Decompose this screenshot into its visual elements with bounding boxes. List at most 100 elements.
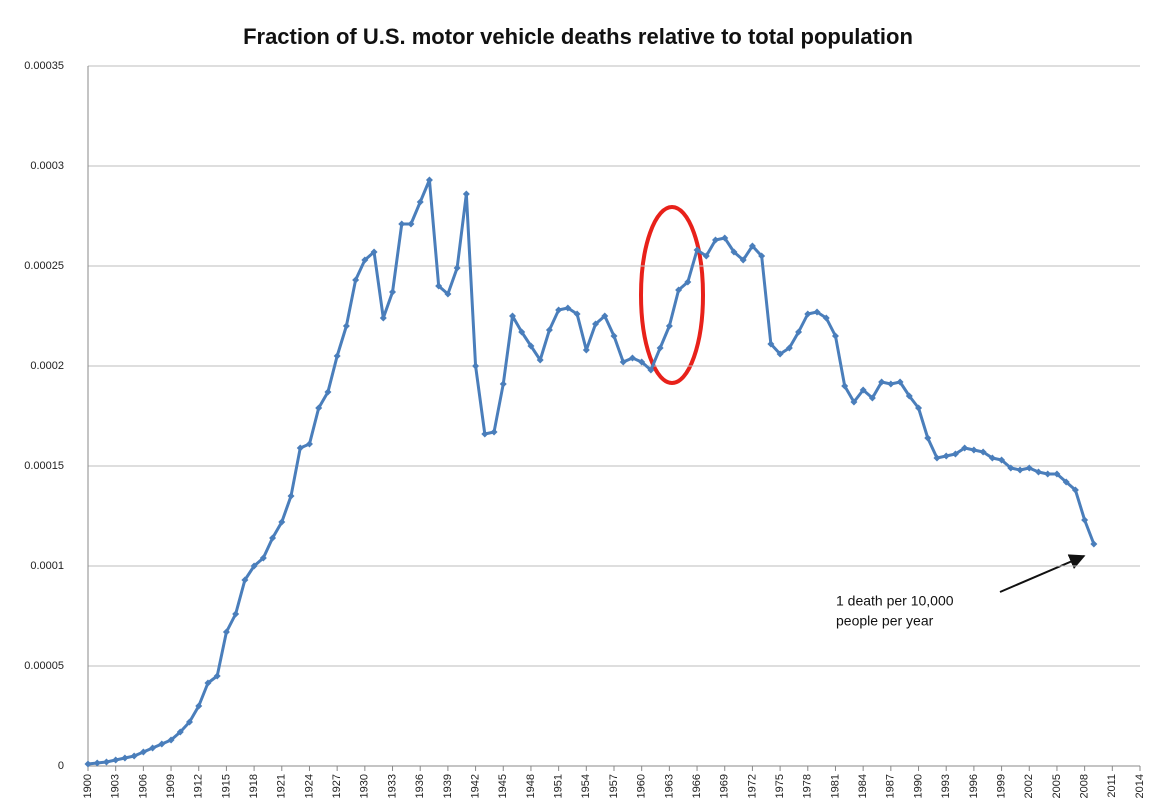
data-point <box>887 380 895 388</box>
data-point <box>868 394 876 402</box>
data-point <box>130 752 138 760</box>
data-point <box>342 322 350 330</box>
data-point <box>675 286 683 294</box>
data-point <box>693 246 701 254</box>
data-point <box>352 276 360 284</box>
data-point <box>167 736 175 744</box>
data-point <box>785 344 793 352</box>
data-point <box>472 362 480 370</box>
data-point <box>638 358 646 366</box>
data-point <box>93 759 101 767</box>
x-tick-label: 1936 <box>414 774 426 798</box>
x-tick-label: 1924 <box>303 774 315 798</box>
data-point <box>102 758 110 766</box>
data-point <box>776 350 784 358</box>
data-point <box>748 242 756 250</box>
data-point <box>158 740 166 748</box>
data-point <box>425 176 433 184</box>
y-tick-label: 0.0001 <box>30 560 64 572</box>
x-tick-label: 1900 <box>82 774 94 798</box>
data-point <box>1081 516 1089 524</box>
data-line <box>87 178 1096 766</box>
x-tick-label: 2008 <box>1079 774 1091 798</box>
data-point <box>1007 464 1015 472</box>
data-point <box>739 256 747 264</box>
data-point <box>573 310 581 318</box>
x-tick-label: 1996 <box>968 774 980 798</box>
data-point <box>1062 478 1070 486</box>
data-point <box>527 342 535 350</box>
x-tick-label: 1948 <box>525 774 537 798</box>
x-tick-label: 1957 <box>608 774 620 798</box>
data-point <box>582 346 590 354</box>
x-tick-label: 1969 <box>719 774 731 798</box>
data-point <box>665 322 673 330</box>
x-tick-label: 1912 <box>193 774 205 798</box>
data-point <box>712 236 720 244</box>
data-point <box>795 328 803 336</box>
x-tick-label: 1999 <box>995 774 1007 798</box>
data-point <box>379 314 387 322</box>
data-point <box>684 278 692 286</box>
y-tick-label: 0.00025 <box>24 260 64 272</box>
data-point <box>841 382 849 390</box>
data-point <box>951 450 959 458</box>
x-tick-label: 2005 <box>1051 774 1063 798</box>
data-point <box>370 248 378 256</box>
x-tick-label: 1915 <box>220 774 232 798</box>
data-point <box>610 332 618 340</box>
data-point <box>915 404 923 412</box>
x-tick-label: 1972 <box>746 774 758 798</box>
data-point <box>462 190 470 198</box>
data-point <box>1034 468 1042 476</box>
data-point <box>84 760 92 768</box>
data-point <box>545 326 553 334</box>
data-point <box>186 718 194 726</box>
y-tick-label: 0.00005 <box>24 660 64 672</box>
y-tick-label: 0.00015 <box>24 460 64 472</box>
data-point <box>647 366 655 374</box>
data-point <box>961 444 969 452</box>
data-point <box>149 744 157 752</box>
data-point <box>407 220 415 228</box>
data-point <box>232 610 240 618</box>
data-point <box>564 304 572 312</box>
data-point <box>933 454 941 462</box>
x-tick-label: 1993 <box>940 774 952 798</box>
data-point <box>416 198 424 206</box>
x-tick-label: 1966 <box>691 774 703 798</box>
data-point <box>656 344 664 352</box>
data-point <box>259 554 267 562</box>
data-point <box>619 358 627 366</box>
data-point <box>499 380 507 388</box>
data-point <box>278 518 286 526</box>
x-tick-label: 1978 <box>802 774 814 798</box>
x-tick-label: 1984 <box>857 774 869 798</box>
x-tick-label: 1987 <box>885 774 897 798</box>
data-point <box>453 264 461 272</box>
data-point <box>139 748 147 756</box>
data-point <box>315 404 323 412</box>
x-tick-label: 1933 <box>386 774 398 798</box>
data-point <box>1053 470 1061 478</box>
data-point <box>287 492 295 500</box>
data-point <box>813 308 821 316</box>
x-tick-label: 1954 <box>580 774 592 798</box>
data-point <box>1090 540 1098 548</box>
data-point <box>850 398 858 406</box>
data-point <box>601 312 609 320</box>
data-point <box>942 452 950 460</box>
data-point <box>924 434 932 442</box>
x-tick-label: 1909 <box>165 774 177 798</box>
y-tick-label: 0.00035 <box>24 60 64 72</box>
highlight-ellipse <box>639 205 705 385</box>
x-tick-label: 2011 <box>1106 774 1118 798</box>
data-point <box>859 386 867 394</box>
data-point <box>998 456 1006 464</box>
data-point <box>988 454 996 462</box>
data-point <box>508 312 516 320</box>
x-tick-label: 1939 <box>442 774 454 798</box>
data-point <box>896 378 904 386</box>
data-point <box>822 314 830 322</box>
data-point <box>518 328 526 336</box>
